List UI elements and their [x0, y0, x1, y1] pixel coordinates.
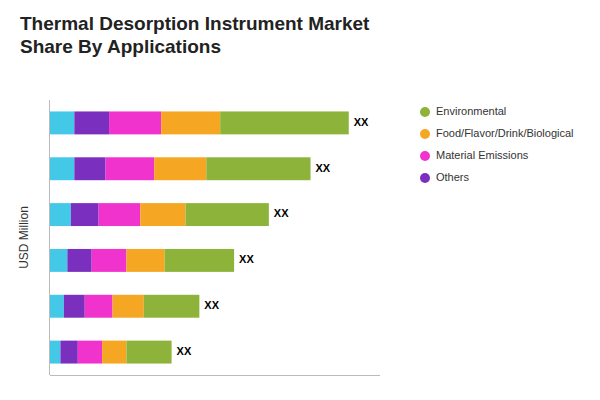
- legend-marker: [420, 129, 430, 139]
- bar-segment: [74, 157, 105, 180]
- y-axis-line: [49, 100, 50, 375]
- bar-segment: [109, 111, 161, 134]
- bar-segment: [99, 203, 141, 226]
- bar-annotation: XX: [204, 299, 219, 311]
- bar-segment: [113, 295, 144, 318]
- bar-segment: [85, 295, 113, 318]
- bar-segment: [144, 295, 200, 318]
- legend-marker: [420, 107, 430, 117]
- bar-segment: [50, 157, 74, 180]
- bars: [50, 111, 349, 363]
- chart-container: Thermal Desorption Instrument MarketShar…: [0, 0, 600, 400]
- bar-segment: [78, 341, 102, 364]
- bar-segment: [206, 157, 310, 180]
- bar-segment: [50, 295, 64, 318]
- bar-segment: [71, 203, 99, 226]
- bar-segment: [126, 249, 164, 272]
- bar-segment: [64, 295, 85, 318]
- legend-marker: [420, 173, 430, 183]
- bar-segment: [126, 341, 171, 364]
- bar-annotation: XX: [274, 207, 289, 219]
- legend-label: Food/Flavor/Drink/Biological: [436, 127, 574, 139]
- chart-title: Thermal Desorption Instrument MarketShar…: [20, 13, 370, 57]
- bar-segment: [154, 157, 206, 180]
- legend-label: Others: [436, 171, 470, 183]
- legend-label: Material Emissions: [436, 149, 529, 161]
- x-axis-line: [50, 375, 380, 376]
- bar-segment: [165, 249, 234, 272]
- y-axis-label: USD Million: [17, 206, 31, 269]
- bar-segment: [102, 341, 126, 364]
- bar-segment: [50, 111, 74, 134]
- bar-annotation: XX: [354, 116, 369, 128]
- bar-segment: [50, 203, 71, 226]
- bar-segment: [50, 249, 67, 272]
- legend-label: Environmental: [436, 105, 506, 117]
- bar-segment: [185, 203, 268, 226]
- chart-svg: Thermal Desorption Instrument MarketShar…: [0, 0, 600, 400]
- bar-annotation: XX: [316, 162, 331, 174]
- bar-segment: [92, 249, 127, 272]
- bar-segment: [140, 203, 185, 226]
- bar-segment: [220, 111, 349, 134]
- bar-segment: [67, 249, 91, 272]
- bar-segment: [161, 111, 220, 134]
- bar-segment: [106, 157, 155, 180]
- bar-segment: [60, 341, 77, 364]
- bar-annotation: XX: [239, 253, 254, 265]
- legend: Environmental Food/Flavor/Drink/Biologica…: [420, 105, 574, 183]
- legend-marker: [420, 151, 430, 161]
- bar-annotation: XX: [177, 345, 192, 357]
- bar-segment: [74, 111, 109, 134]
- bar-segment: [50, 341, 60, 364]
